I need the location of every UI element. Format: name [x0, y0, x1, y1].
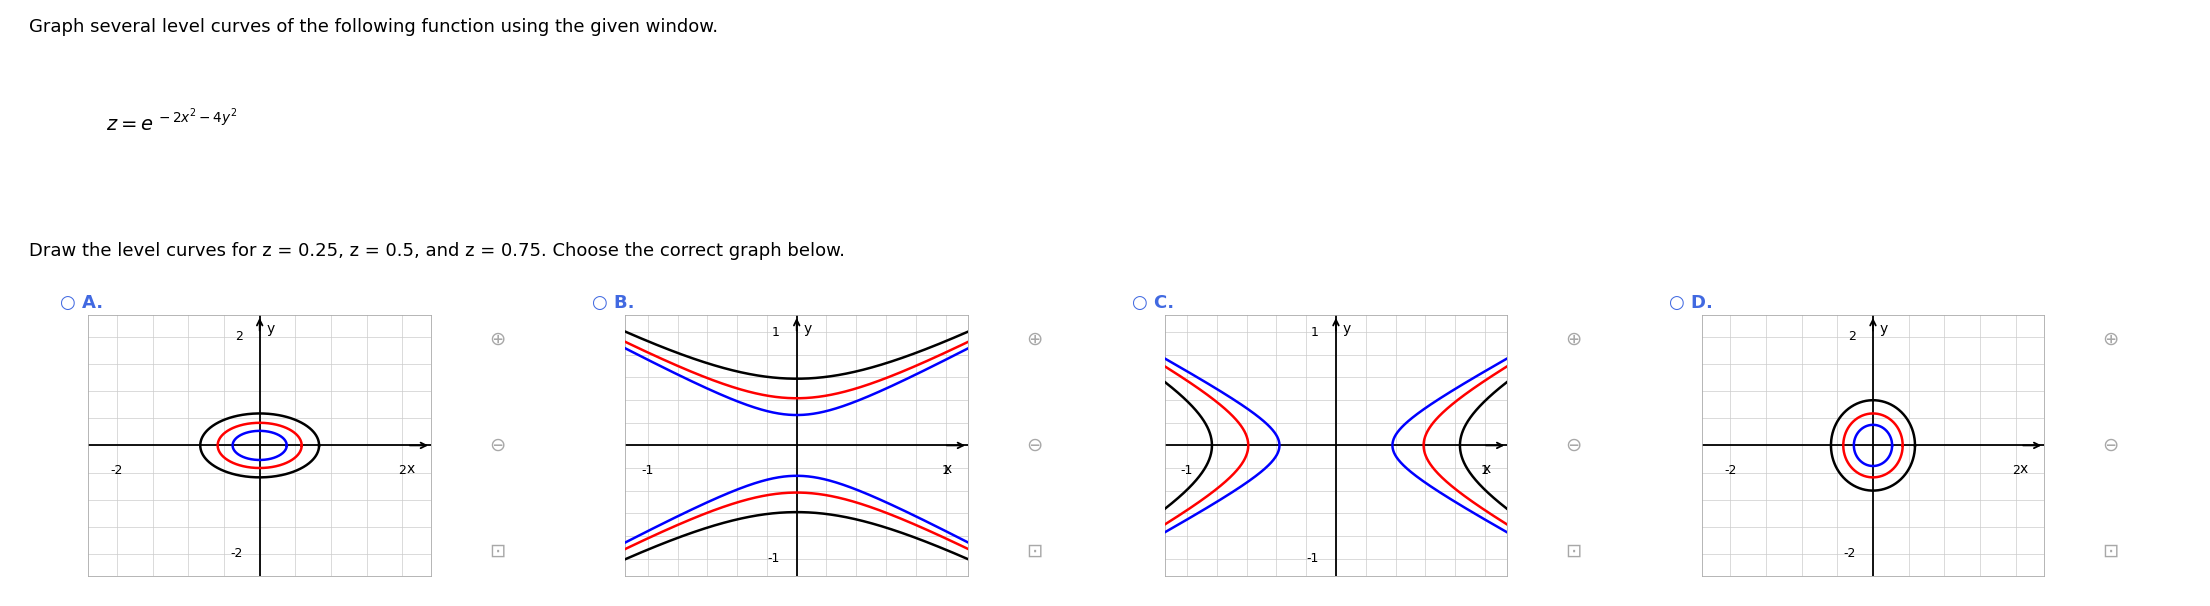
Text: ⊕: ⊕: [1565, 330, 1582, 349]
Text: 2: 2: [1848, 330, 1856, 344]
Text: 2: 2: [398, 464, 407, 477]
Text: ⊕: ⊕: [2102, 330, 2119, 349]
Text: -1: -1: [641, 464, 654, 477]
Text: x: x: [944, 462, 953, 476]
Text: -2: -2: [1843, 547, 1856, 561]
Text: y: y: [804, 322, 811, 336]
Text: Graph several level curves of the following function using the given window.: Graph several level curves of the follow…: [29, 18, 718, 36]
Text: -2: -2: [1724, 464, 1737, 477]
Text: 1: 1: [771, 325, 780, 339]
Text: 2: 2: [2011, 464, 2020, 477]
Text: ⊕: ⊕: [488, 330, 506, 349]
Text: x: x: [2020, 462, 2029, 476]
Text: -1: -1: [1180, 464, 1193, 477]
Text: ○ A.: ○ A.: [60, 294, 104, 312]
Text: ⊖: ⊖: [1565, 436, 1582, 455]
Text: 1: 1: [1481, 464, 1490, 477]
Text: x: x: [407, 462, 415, 476]
Text: -2: -2: [230, 547, 243, 561]
Text: ⊡: ⊡: [1025, 542, 1043, 561]
Text: y: y: [267, 322, 274, 336]
Text: ⊖: ⊖: [1025, 436, 1043, 455]
Text: ⊖: ⊖: [2102, 436, 2119, 455]
Text: 2: 2: [234, 330, 243, 344]
Text: -1: -1: [767, 552, 780, 565]
Text: ⊡: ⊡: [2102, 542, 2119, 561]
Text: $z = e^{\,-2x^2-4y^2}$: $z = e^{\,-2x^2-4y^2}$: [106, 109, 236, 135]
Text: ⊡: ⊡: [488, 542, 506, 561]
Text: y: y: [1344, 322, 1350, 336]
Text: y: y: [1881, 322, 1887, 336]
Text: -2: -2: [110, 464, 124, 477]
Text: ⊖: ⊖: [488, 436, 506, 455]
Text: ⊕: ⊕: [1025, 330, 1043, 349]
Text: -1: -1: [1306, 552, 1319, 565]
Text: ○ D.: ○ D.: [1669, 294, 1713, 312]
Text: ○ C.: ○ C.: [1132, 294, 1174, 312]
Text: 1: 1: [1311, 325, 1319, 339]
Text: x: x: [1483, 462, 1492, 476]
Text: ○ B.: ○ B.: [592, 294, 634, 312]
Text: 1: 1: [941, 464, 950, 477]
Text: ⊡: ⊡: [1565, 542, 1582, 561]
Text: Draw the level curves for z = 0.25, z = 0.5, and z = 0.75. Choose the correct gr: Draw the level curves for z = 0.25, z = …: [29, 242, 844, 261]
